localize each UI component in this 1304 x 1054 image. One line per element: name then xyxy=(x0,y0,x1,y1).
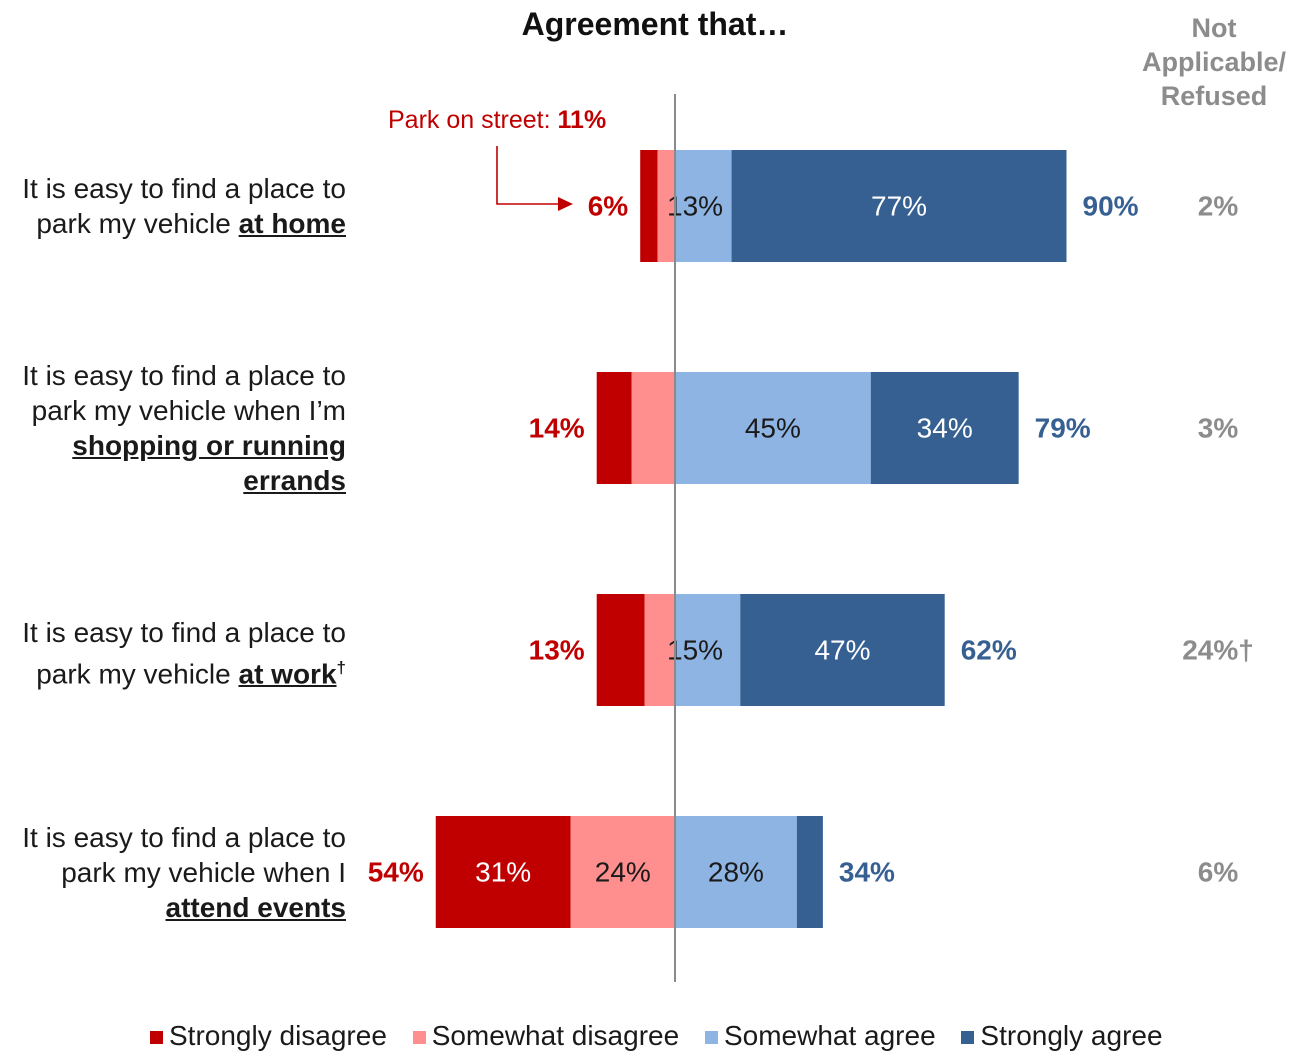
legend-label-strongly-disagree: Strongly disagree xyxy=(169,1020,387,1051)
not-applicable-header: Not Applicable/ Refused xyxy=(1126,11,1302,113)
legend-label-strongly-agree: Strongly agree xyxy=(980,1020,1163,1051)
legend-swatch-somewhat-agree xyxy=(704,1031,718,1044)
row-label: It is easy to find a place to park my veh… xyxy=(22,173,346,239)
bar-somewhat-disagree xyxy=(657,150,675,262)
legend-swatch-strongly-agree xyxy=(961,1031,975,1044)
not-applicable-value: 24%† xyxy=(1182,635,1254,666)
bar-somewhat-disagree xyxy=(644,594,675,706)
legend-label-somewhat-disagree: Somewhat disagree xyxy=(431,1020,680,1051)
data-label-somewhat-disagree: 24% xyxy=(595,857,651,888)
row-label: It is easy to find a place to park my veh… xyxy=(22,821,346,923)
legend-label-somewhat-agree: Somewhat agree xyxy=(723,1020,936,1051)
bar-somewhat-agree xyxy=(675,594,741,706)
agree-total-label: 62% xyxy=(961,635,1017,666)
data-label-strongly-agree: 47% xyxy=(814,635,870,666)
bar-somewhat-disagree xyxy=(631,372,675,484)
bar-strongly-disagree xyxy=(596,594,645,706)
bar-somewhat-agree xyxy=(675,372,871,484)
row-label: It is easy to find a place to park my veh… xyxy=(22,617,346,690)
bar-strongly-disagree xyxy=(596,372,632,484)
data-label-strongly-agree: 34% xyxy=(917,413,973,444)
annotation-arrow-head xyxy=(558,197,573,211)
bar-somewhat-disagree xyxy=(570,816,675,928)
annotation-arrow-line xyxy=(496,146,560,205)
data-label-strongly-agree: 77% xyxy=(871,191,927,222)
disagree-total-label: 6% xyxy=(588,191,629,222)
disagree-total-label: 54% xyxy=(368,857,424,888)
data-label-somewhat-agree: 13% xyxy=(667,191,723,222)
data-label-somewhat-agree: 45% xyxy=(745,413,801,444)
legend-item-strongly-agree: Strongly agree xyxy=(961,1020,1163,1051)
legend: Strongly disagree Somewhat disagree Some… xyxy=(150,1020,1181,1052)
not-applicable-value: 3% xyxy=(1198,413,1239,444)
agree-total-label: 34% xyxy=(839,857,895,888)
na-header-line-2: Applicable/ xyxy=(1141,47,1287,77)
legend-swatch-somewhat-disagree xyxy=(412,1031,426,1044)
bar-strongly-disagree xyxy=(435,816,571,928)
bar-somewhat-agree xyxy=(675,150,732,262)
bar-strongly-agree xyxy=(731,150,1067,262)
legend-item-strongly-disagree: Strongly disagree xyxy=(150,1020,387,1051)
bar-strongly-agree xyxy=(870,372,1019,484)
data-label-somewhat-agree: 15% xyxy=(667,635,723,666)
bar-somewhat-agree xyxy=(675,816,797,928)
agree-total-label: 90% xyxy=(1083,191,1139,222)
na-header-line-3: Refused xyxy=(1160,81,1268,111)
not-applicable-value: 6% xyxy=(1198,857,1239,888)
chart-title: Agreement that… xyxy=(521,6,789,42)
na-header-line-1: Not xyxy=(1191,13,1237,43)
bar-strongly-disagree xyxy=(640,150,658,262)
annotation-label: Park on street: xyxy=(388,106,558,134)
row-label: It is easy to find a place to park my veh… xyxy=(22,360,346,496)
legend-item-somewhat-agree: Somewhat agree xyxy=(704,1020,936,1051)
disagree-total-label: 14% xyxy=(529,413,585,444)
agree-total-label: 79% xyxy=(1035,413,1091,444)
legend-swatch-strongly-disagree xyxy=(150,1031,163,1044)
annotation-value: 11% xyxy=(557,106,607,134)
bar-strongly-agree xyxy=(796,816,823,928)
data-label-somewhat-agree: 28% xyxy=(708,857,764,888)
disagree-total-label: 13% xyxy=(529,635,585,666)
bar-strongly-agree xyxy=(740,594,945,706)
park-on-street-annotation: Park on street: 11% xyxy=(388,106,606,135)
not-applicable-value: 2% xyxy=(1198,191,1239,222)
legend-item-somewhat-disagree: Somewhat disagree xyxy=(412,1020,680,1051)
data-label-strongly-disagree: 31% xyxy=(475,857,531,888)
